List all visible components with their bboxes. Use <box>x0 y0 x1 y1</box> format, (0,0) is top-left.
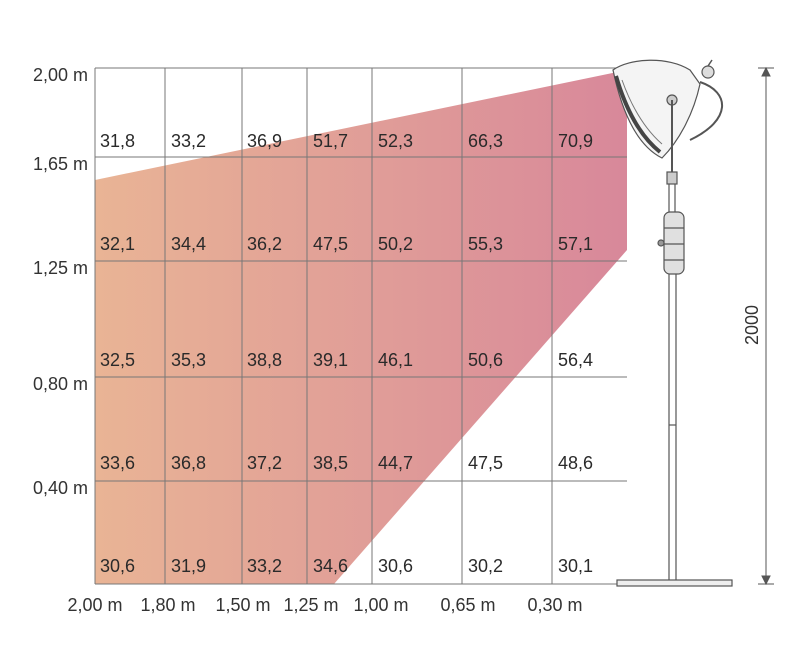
temperature-value: 34,4 <box>171 234 206 254</box>
temperature-value: 56,4 <box>558 350 593 370</box>
y-axis-labels: 2,00 m 1,65 m 1,25 m 0,80 m 0,40 m <box>33 65 88 498</box>
temperature-value: 30,2 <box>468 556 503 576</box>
x-label: 0,30 m <box>527 595 582 615</box>
y-label: 0,40 m <box>33 478 88 498</box>
temperature-value: 30,1 <box>558 556 593 576</box>
heater-reflector <box>612 59 701 159</box>
height-dimension-label: 2000 <box>742 305 762 345</box>
x-label: 0,65 m <box>440 595 495 615</box>
temperature-value: 70,9 <box>558 131 593 151</box>
temperature-value: 36,8 <box>171 453 206 473</box>
temperature-value: 33,2 <box>247 556 282 576</box>
heater-handle <box>689 81 724 141</box>
temperature-value: 55,3 <box>468 234 503 254</box>
temperature-value: 51,7 <box>313 131 348 151</box>
temperature-value: 37,2 <box>247 453 282 473</box>
heater-control-unit <box>663 211 685 275</box>
temperature-value: 46,1 <box>378 350 413 370</box>
temperature-value: 48,6 <box>558 453 593 473</box>
temperature-value: 47,5 <box>468 453 503 473</box>
temperature-value: 66,3 <box>468 131 503 151</box>
grid <box>94 67 627 585</box>
y-label: 0,80 m <box>33 374 88 394</box>
temperature-value: 32,1 <box>100 234 135 254</box>
temperature-value: 44,7 <box>378 453 413 473</box>
x-label: 1,50 m <box>215 595 270 615</box>
x-axis-labels: 2,00 m 1,80 m 1,50 m 1,25 m 1,00 m 0,65 … <box>67 595 582 615</box>
temperature-value: 33,2 <box>171 131 206 151</box>
temperature-value: 36,2 <box>247 234 282 254</box>
x-label: 1,80 m <box>140 595 195 615</box>
temperature-value: 32,5 <box>100 350 135 370</box>
y-label: 2,00 m <box>33 65 88 85</box>
temperature-value: 57,1 <box>558 234 593 254</box>
temperature-value: 39,1 <box>313 350 348 370</box>
temperature-value: 31,9 <box>171 556 206 576</box>
temperature-value: 50,6 <box>468 350 503 370</box>
height-dimension <box>758 66 774 586</box>
temperature-value: 50,2 <box>378 234 413 254</box>
temperature-value: 36,9 <box>247 131 282 151</box>
x-label: 1,00 m <box>353 595 408 615</box>
y-label: 1,25 m <box>33 258 88 278</box>
temperature-value: 30,6 <box>100 556 135 576</box>
patio-heater-illustration <box>612 59 733 587</box>
x-label: 1,25 m <box>283 595 338 615</box>
temperature-value: 30,6 <box>378 556 413 576</box>
heat-beam <box>95 70 627 584</box>
temperature-value: 35,3 <box>171 350 206 370</box>
heater-base <box>616 579 733 587</box>
x-label: 2,00 m <box>67 595 122 615</box>
temperature-grid: 31,8 33,2 36,9 51,7 52,3 66,3 70,9 32,1 … <box>100 131 593 576</box>
temperature-value: 38,5 <box>313 453 348 473</box>
heater-element <box>614 75 662 154</box>
temperature-value: 38,8 <box>247 350 282 370</box>
heater-knob <box>701 65 715 79</box>
temperature-value: 33,6 <box>100 453 135 473</box>
temperature-value: 34,6 <box>313 556 348 576</box>
temperature-value: 31,8 <box>100 131 135 151</box>
temperature-value: 52,3 <box>378 131 413 151</box>
temperature-value: 47,5 <box>313 234 348 254</box>
y-label: 1,65 m <box>33 154 88 174</box>
